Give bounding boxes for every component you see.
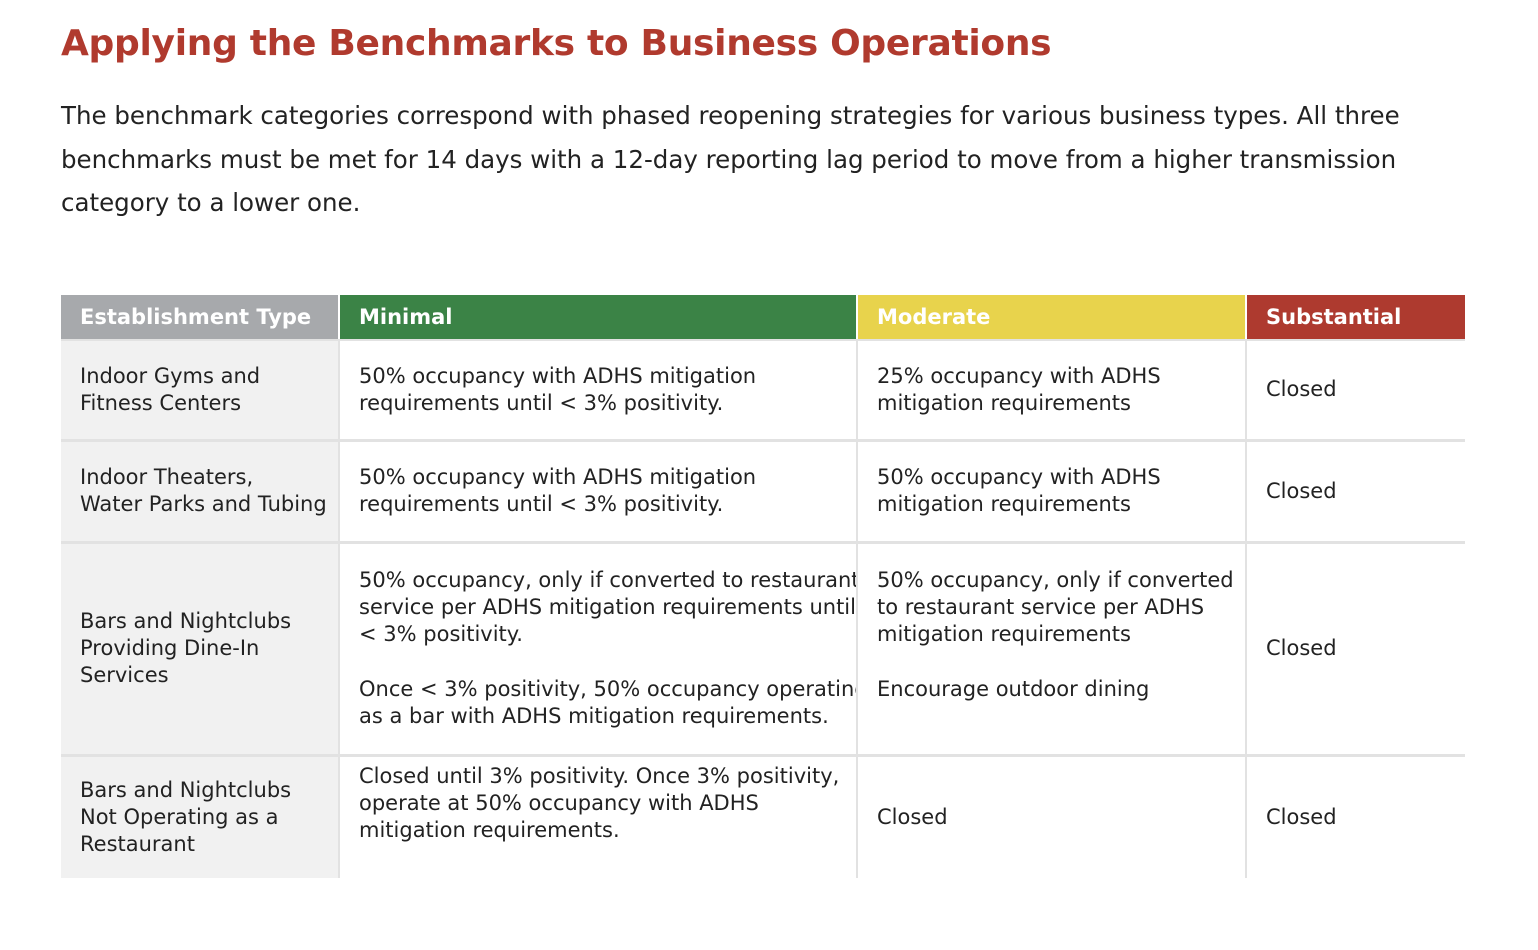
establishment-type-cell: Indoor Gyms and Fitness Centers <box>61 340 339 442</box>
substantial-cell: Closed <box>1245 542 1465 757</box>
intro-line: benchmarks must be met for 14 days with … <box>61 144 1397 174</box>
cell-line: Closed <box>1266 377 1337 402</box>
header-substantial: Substantial <box>1245 295 1465 341</box>
cell-line: service per ADHS mitigation requirements… <box>359 595 856 619</box>
cell-line: Closed <box>1266 804 1337 829</box>
cell-line: operate at 50% occupancy with ADHS <box>359 790 759 815</box>
paragraph-gap <box>877 648 1241 676</box>
cell-line: Closed <box>877 804 948 829</box>
cell-line: Restaurant <box>80 831 195 856</box>
cell-line: 50% occupancy, only if converted to rest… <box>359 568 857 592</box>
minimal-cell: Closed until 3% positivity. Once 3% posi… <box>338 755 857 878</box>
substantial-cell: Closed <box>1245 755 1465 878</box>
cell-line: 50% occupancy with ADHS mitigation <box>359 465 757 489</box>
cell-line: Once < 3% positivity, 50% occupancy oper… <box>359 677 857 701</box>
moderate-cell: Closed <box>856 755 1246 878</box>
table-row: Indoor Gyms and Fitness Centers 50% occu… <box>61 340 1465 442</box>
minimal-cell: 50% occupancy with ADHS mitigation requi… <box>338 340 857 442</box>
cell-line: 50% occupancy with ADHS <box>877 465 1161 489</box>
cell-line: Indoor Theaters, <box>80 465 254 489</box>
table-row: Indoor Theaters, Water Parks and Tubing … <box>61 440 1465 544</box>
cell-line: 50% occupancy, only if converted <box>877 568 1234 592</box>
intro-paragraph: The benchmark categories correspond with… <box>61 94 1461 225</box>
table-row: Bars and Nightclubs Providing Dine-In Se… <box>61 542 1465 757</box>
minimal-cell: 50% occupancy, only if converted to rest… <box>338 542 857 757</box>
paragraph-gap <box>359 648 852 676</box>
cell-line: requirements until < 3% positivity. <box>359 492 724 516</box>
cell-line: Fitness Centers <box>80 390 242 415</box>
cell-line: Closed <box>1266 478 1337 503</box>
cell-line: mitigation requirements. <box>359 817 620 842</box>
benchmark-table: Establishment Type Minimal Moderate Subs… <box>61 295 1465 878</box>
cell-line: Bars and Nightclubs <box>80 777 292 802</box>
cell-line: 50% occupancy with ADHS mitigation <box>359 363 757 388</box>
establishment-type-cell: Indoor Theaters, Water Parks and Tubing <box>61 440 339 544</box>
cell-line: Providing Dine-In <box>80 636 260 660</box>
cell-line: 25% occupancy with ADHS <box>877 363 1161 388</box>
substantial-cell: Closed <box>1245 340 1465 442</box>
cell-line: mitigation requirements <box>877 622 1131 646</box>
establishment-type-cell: Bars and Nightclubs Not Operating as a R… <box>61 755 339 878</box>
cell-line: Closed <box>1266 636 1337 660</box>
minimal-cell: 50% occupancy with ADHS mitigation requi… <box>338 440 857 544</box>
cell-line: Encourage outdoor dining <box>877 677 1150 701</box>
cell-line: mitigation requirements <box>877 492 1131 516</box>
cell-line: requirements until < 3% positivity. <box>359 390 724 415</box>
header-establishment-type: Establishment Type <box>61 295 339 341</box>
cell-line: Water Parks and Tubing <box>80 492 327 516</box>
establishment-type-cell: Bars and Nightclubs Providing Dine-In Se… <box>61 542 339 757</box>
header-minimal: Minimal <box>338 295 857 341</box>
page-title: Applying the Benchmarks to Business Oper… <box>61 23 1052 64</box>
cell-line: mitigation requirements <box>877 390 1131 415</box>
cell-line: Bars and Nightclubs <box>80 609 292 633</box>
header-moderate: Moderate <box>856 295 1246 341</box>
cell-line: < 3% positivity. <box>359 622 523 646</box>
cell-line: Not Operating as a <box>80 804 279 829</box>
intro-line: The benchmark categories correspond with… <box>61 101 1400 130</box>
intro-line: category to a lower one. <box>61 188 361 217</box>
cell-line: to restaurant service per ADHS <box>877 595 1205 619</box>
moderate-cell: 25% occupancy with ADHS mitigation requi… <box>856 340 1246 442</box>
cell-line: Services <box>80 663 169 687</box>
cell-line: Closed until 3% positivity. Once 3% posi… <box>359 763 840 788</box>
table-row: Bars and Nightclubs Not Operating as a R… <box>61 755 1465 878</box>
moderate-cell: 50% occupancy with ADHS mitigation requi… <box>856 440 1246 544</box>
cell-line: as a bar with ADHS mitigation requiremen… <box>359 704 829 728</box>
substantial-cell: Closed <box>1245 440 1465 544</box>
cell-line: Indoor Gyms and <box>80 363 261 388</box>
table-header-row: Establishment Type Minimal Moderate Subs… <box>61 295 1465 341</box>
moderate-cell: 50% occupancy, only if converted to rest… <box>856 542 1246 757</box>
